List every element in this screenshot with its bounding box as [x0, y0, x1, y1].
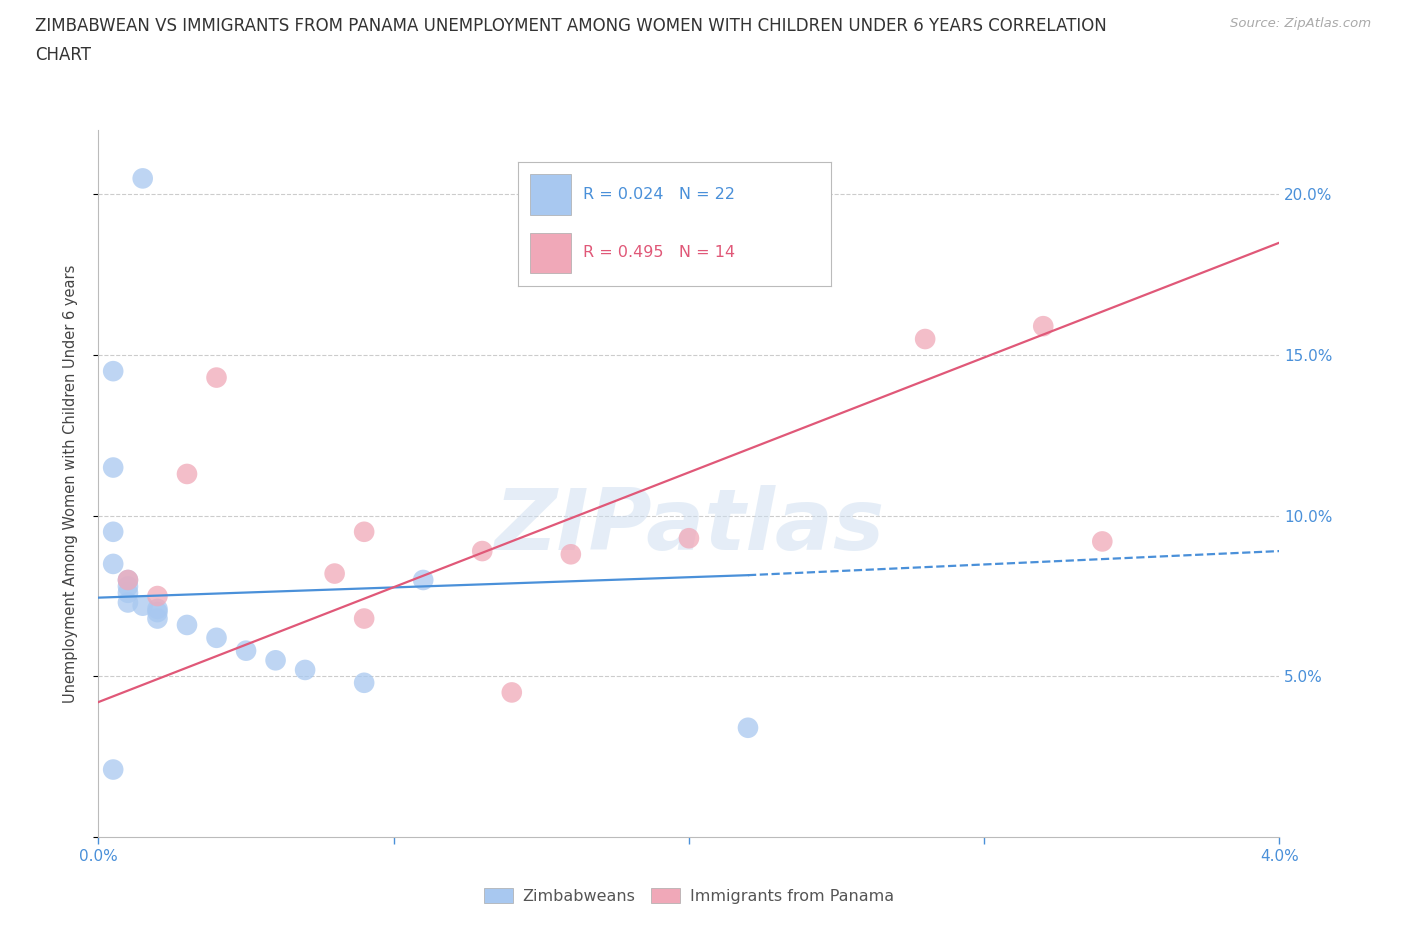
- Point: [146, 589, 169, 604]
- Point: [103, 556, 125, 571]
- Point: [412, 573, 434, 588]
- Point: [103, 364, 125, 379]
- Point: [1032, 319, 1054, 334]
- Text: Source: ZipAtlas.com: Source: ZipAtlas.com: [1230, 17, 1371, 30]
- Point: [1091, 534, 1114, 549]
- Point: [353, 525, 375, 539]
- Point: [353, 611, 375, 626]
- Legend: Zimbabweans, Immigrants from Panama: Zimbabweans, Immigrants from Panama: [478, 882, 900, 910]
- Point: [103, 460, 125, 475]
- Point: [205, 370, 228, 385]
- Point: [103, 762, 125, 777]
- Point: [117, 595, 139, 610]
- Point: [560, 547, 582, 562]
- Point: [737, 721, 759, 736]
- Point: [914, 332, 936, 347]
- Point: [117, 573, 139, 588]
- Text: ZIPatlas: ZIPatlas: [494, 485, 884, 567]
- Point: [501, 685, 523, 700]
- Point: [176, 467, 198, 482]
- Point: [264, 653, 287, 668]
- Point: [117, 585, 139, 600]
- Point: [117, 573, 139, 588]
- Point: [353, 675, 375, 690]
- Y-axis label: Unemployment Among Women with Children Under 6 years: Unemployment Among Women with Children U…: [63, 264, 77, 703]
- Point: [678, 531, 700, 546]
- Point: [146, 611, 169, 626]
- Point: [132, 598, 155, 613]
- Point: [117, 579, 139, 594]
- Point: [103, 525, 125, 539]
- Point: [132, 171, 155, 186]
- Point: [235, 644, 257, 658]
- Point: [294, 662, 316, 677]
- Point: [205, 631, 228, 645]
- Point: [323, 566, 346, 581]
- Point: [146, 602, 169, 617]
- Text: ZIMBABWEAN VS IMMIGRANTS FROM PANAMA UNEMPLOYMENT AMONG WOMEN WITH CHILDREN UNDE: ZIMBABWEAN VS IMMIGRANTS FROM PANAMA UNE…: [35, 17, 1107, 34]
- Point: [176, 618, 198, 632]
- Point: [471, 544, 494, 559]
- Point: [146, 604, 169, 619]
- Text: CHART: CHART: [35, 46, 91, 64]
